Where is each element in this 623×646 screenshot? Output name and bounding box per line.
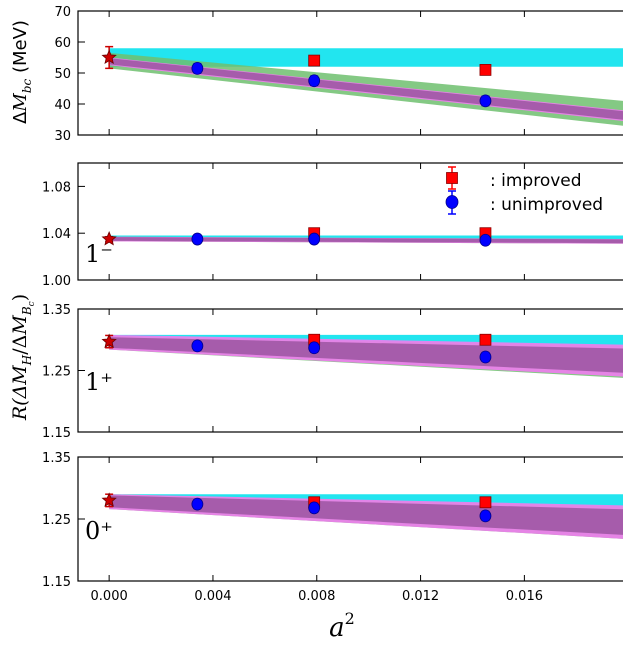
xlabel-sup: 2 bbox=[345, 609, 355, 628]
ylabel-ratio-close: ) bbox=[9, 294, 31, 301]
panel-label: 0⁺ bbox=[85, 517, 113, 545]
panel-1: 30 40 50 60 70 bbox=[54, 5, 623, 144]
y-tick-label: 1.08 bbox=[42, 180, 71, 195]
continuum-star-marker bbox=[101, 492, 117, 507]
panel-1-plot-area bbox=[109, 48, 623, 126]
unimproved-circle-marker bbox=[191, 339, 204, 353]
unimproved-circle-marker bbox=[479, 350, 492, 364]
x-tick-label: 0.000 bbox=[91, 589, 128, 604]
x-tick-label: 0.016 bbox=[506, 589, 543, 604]
ylabel-ratio-b: B bbox=[20, 306, 34, 316]
y-tick-label: 1.00 bbox=[42, 274, 71, 289]
unimproved-circle-marker bbox=[479, 509, 492, 523]
overlap-band bbox=[109, 237, 623, 244]
ylabel-top: ΔMbc (MeV) bbox=[10, 20, 34, 124]
xlabel: a2 bbox=[329, 609, 355, 642]
ylabel-top-unit: (MeV) bbox=[10, 20, 31, 79]
unimproved-circle-marker bbox=[191, 497, 204, 511]
cyan-band bbox=[109, 48, 623, 67]
xlabel-base: a bbox=[329, 613, 345, 642]
improved-square-marker bbox=[479, 496, 492, 509]
legend-unimproved-label: : unimproved bbox=[490, 195, 603, 215]
panel-2-plot-area bbox=[109, 235, 623, 244]
ylabel-ratio-mb: M bbox=[9, 315, 31, 336]
unimproved-circle-marker bbox=[308, 74, 321, 88]
y-tick-label: 1.25 bbox=[42, 365, 71, 380]
panel-2: 1.00 1.04 1.08 1⁻ bbox=[42, 162, 623, 289]
improved-square-marker bbox=[479, 333, 492, 346]
y-tick-label: 1.35 bbox=[42, 451, 71, 466]
continuum-star-marker bbox=[101, 231, 117, 246]
continuum-star-marker bbox=[101, 333, 117, 349]
panel-4-plot-area bbox=[109, 494, 623, 539]
panel-label: 1⁺ bbox=[85, 368, 113, 396]
panel-3-plot-area bbox=[109, 334, 623, 378]
y-tick-label: 60 bbox=[54, 36, 71, 51]
y-tick-label: 1.04 bbox=[42, 227, 71, 242]
x-tick-label: 0.004 bbox=[194, 589, 231, 604]
panel-frame bbox=[77, 162, 623, 281]
ylabel-top-sub: bc bbox=[20, 78, 34, 93]
unimproved-circle-marker bbox=[308, 501, 321, 515]
legend-improved-marker bbox=[446, 166, 458, 190]
ylabel-top-m: M bbox=[10, 93, 31, 113]
improved-square-marker bbox=[308, 54, 321, 67]
overlap-band bbox=[109, 58, 623, 120]
overlap-band bbox=[109, 495, 623, 535]
panel-4: 1.15 1.25 1.35 0.000 0.004 0.008 0.012 0.016 0⁺ bbox=[42, 451, 623, 604]
y-tick-label: 1.35 bbox=[42, 303, 71, 318]
unimproved-circle-marker bbox=[191, 61, 204, 75]
legend: : improved : unimproved bbox=[445, 166, 603, 215]
ylabel-ratio-c: c bbox=[27, 301, 37, 306]
x-tick-label: 0.012 bbox=[402, 589, 439, 604]
overlap-band bbox=[109, 337, 623, 373]
panel-3: 1.15 1.25 1.35 1⁺ bbox=[42, 303, 623, 441]
unimproved-circle-marker bbox=[191, 232, 204, 246]
continuum-star-marker bbox=[101, 49, 117, 65]
x-tick-label: 0.008 bbox=[298, 589, 335, 604]
improved-square-marker bbox=[479, 64, 492, 76]
y-tick-label: 70 bbox=[54, 5, 71, 20]
ylabel-ratio-h: H bbox=[20, 354, 34, 366]
ylabel-ratio-mh: M bbox=[9, 365, 31, 386]
legend-improved-label: : improved bbox=[490, 171, 582, 191]
unimproved-circle-marker bbox=[308, 232, 321, 246]
panel-label: 1⁻ bbox=[85, 240, 113, 268]
ylabel-ratio: R(ΔMH/ΔMBc) bbox=[9, 294, 37, 421]
ylabel-ratio-slash: /Δ bbox=[9, 335, 31, 355]
ylabel-top-delta: Δ bbox=[10, 111, 31, 124]
ylabel-ratio-r: R(Δ bbox=[9, 385, 31, 421]
y-tick-label: 40 bbox=[54, 98, 71, 113]
y-tick-label: 1.15 bbox=[42, 426, 71, 441]
unimproved-circle-marker bbox=[308, 341, 321, 355]
y-tick-label: 1.25 bbox=[42, 513, 71, 528]
y-tick-label: 1.15 bbox=[42, 575, 71, 590]
unimproved-circle-marker bbox=[479, 94, 492, 108]
y-tick-label: 50 bbox=[54, 67, 71, 82]
legend-unimproved-marker bbox=[445, 190, 459, 215]
unimproved-circle-marker bbox=[479, 233, 492, 247]
y-tick-label: 30 bbox=[54, 129, 71, 144]
